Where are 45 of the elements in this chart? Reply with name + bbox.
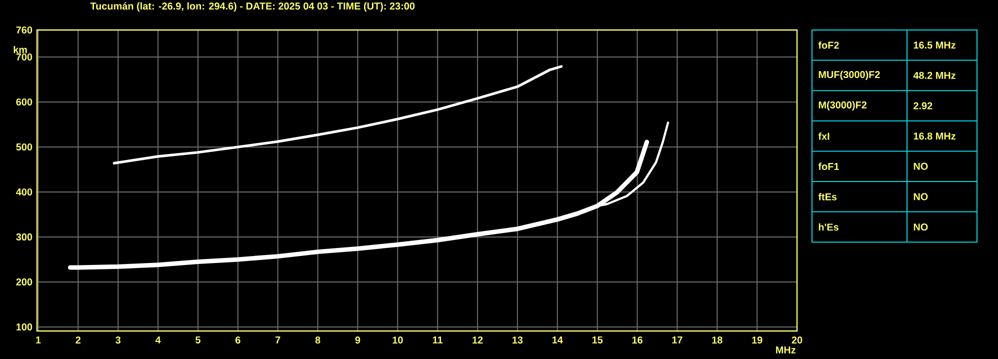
x-tick-label: 9 xyxy=(355,336,360,344)
x-tick-label: 13 xyxy=(512,336,523,344)
y-tick-label: 100 xyxy=(16,323,32,330)
x-tick-label: 14 xyxy=(552,336,563,344)
x-tick-label: 10 xyxy=(392,336,403,344)
y-tick-label: 200 xyxy=(16,278,32,286)
x-tick-label: 19 xyxy=(752,336,762,344)
text: MUF(3000)F2 xyxy=(818,70,880,80)
y-tick-label: 300 xyxy=(16,233,32,240)
text: foF2 xyxy=(818,41,839,49)
text: ftEs xyxy=(818,193,837,200)
y-tick-label: 600 xyxy=(16,98,32,106)
y-axis-title: km xyxy=(14,46,27,54)
text: NO xyxy=(914,162,928,170)
x-tick-label: 1 xyxy=(36,336,41,344)
x-tick-label: 16 xyxy=(632,336,642,344)
text: 16.5 MHz xyxy=(914,42,956,49)
x-tick-label: 11 xyxy=(432,336,443,344)
text: NO xyxy=(914,223,928,231)
x-tick-label: 3 xyxy=(116,336,120,344)
y-tick-label: 400 xyxy=(16,188,32,196)
x-tick-label: 7 xyxy=(275,336,280,344)
y-tick-label: 760 xyxy=(16,26,32,34)
text: fxI xyxy=(818,132,830,140)
y-tick-label: 500 xyxy=(16,143,32,150)
x-tick-label: 8 xyxy=(315,336,320,344)
x-tick-label: 12 xyxy=(472,336,483,344)
text: 2.92 xyxy=(914,102,932,110)
text: NO xyxy=(914,193,928,200)
x-tick-label: 17 xyxy=(672,336,682,344)
chart-title: Tucumán (lat: -26.9, lon: 294.6) - DATE: 2025 04 03 - TIME (UT): 23:00 xyxy=(90,2,415,12)
x-tick-label: 20 xyxy=(792,336,802,344)
x-tick-label: 4 xyxy=(155,336,161,344)
y-tick-label: 700 xyxy=(16,53,32,61)
text: 48.2 MHz xyxy=(913,72,956,79)
x-tick-label: 2 xyxy=(76,336,81,344)
text: h'Es xyxy=(818,223,838,231)
text: foF1 xyxy=(818,162,839,170)
text: 16.8 MHz xyxy=(914,132,956,140)
x-tick-label: 18 xyxy=(712,336,722,344)
x-tick-label: 15 xyxy=(592,336,603,344)
x-axis-title: MHz xyxy=(776,346,796,354)
x-tick-label: 6 xyxy=(235,336,240,344)
text: M(3000)F2 xyxy=(818,101,867,110)
x-tick-label: 5 xyxy=(195,336,200,344)
